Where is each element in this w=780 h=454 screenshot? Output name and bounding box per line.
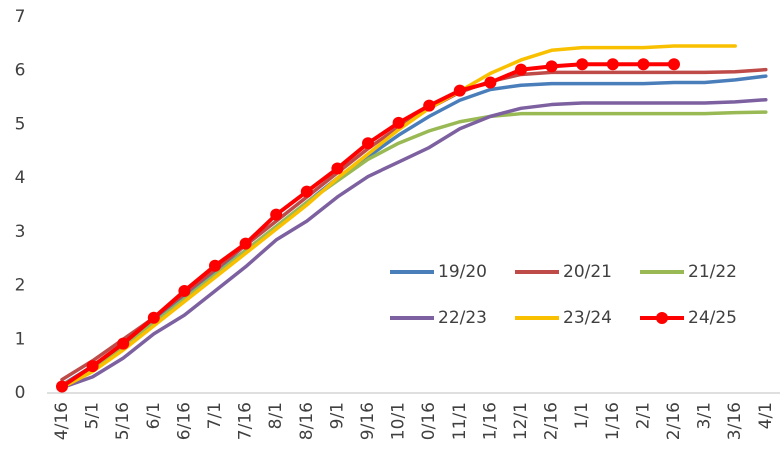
legend-label: 23/24 (563, 308, 612, 328)
y-tick-label: 3 (15, 222, 26, 242)
point (117, 337, 130, 350)
x-tick-label: 11/1 (450, 402, 470, 440)
x-tick-label: 2/1 (633, 402, 653, 429)
point (668, 58, 680, 71)
series-line (60, 44, 737, 390)
point (576, 58, 589, 71)
y-tick-label: 4 (15, 168, 26, 188)
legend-label: 20/21 (563, 262, 612, 282)
x-tick-label: 4/1 (756, 402, 776, 429)
y-tick-label: 0 (15, 383, 26, 403)
x-tick-label: 3/1 (695, 402, 715, 429)
legend-label: 21/22 (688, 262, 737, 282)
x-tick-label: 1/16 (480, 402, 500, 440)
legend-label: 24/25 (688, 308, 737, 328)
point (423, 99, 436, 112)
series-line (60, 97, 768, 390)
y-tick-label: 5 (15, 114, 26, 134)
x-tick-label: 9/1 (327, 402, 347, 429)
point (606, 58, 619, 71)
point (453, 84, 466, 97)
point (637, 58, 650, 71)
series-line (60, 110, 768, 387)
x-tick-label: 8/1 (266, 402, 286, 429)
point (56, 380, 68, 393)
x-tick-label: 6/1 (144, 402, 164, 429)
point (147, 311, 160, 324)
point (545, 60, 558, 73)
y-tick-label: 7 (15, 7, 26, 27)
point (209, 259, 221, 272)
x-tick-label: 5/16 (113, 402, 133, 440)
legend-marker (656, 312, 668, 324)
y-tick-label: 6 (15, 61, 26, 81)
x-tick-label: 1/1 (572, 402, 592, 429)
x-tick-label: 6/16 (174, 402, 194, 440)
x-tick-label: 8/16 (297, 402, 317, 440)
y-tick-label: 1 (15, 329, 26, 349)
legend-label: 22/23 (438, 308, 487, 328)
point (392, 116, 405, 129)
point (362, 137, 374, 150)
point (331, 162, 344, 175)
y-tick-label: 2 (15, 276, 26, 296)
x-tick-label: 7/1 (205, 402, 225, 429)
point (270, 208, 283, 221)
point (515, 63, 527, 76)
x-tick-label: 4/16 (52, 402, 72, 440)
x-tick-label: 7/16 (236, 402, 256, 440)
x-tick-label: 5/1 (83, 402, 103, 429)
x-tick-label: 0/16 (419, 402, 439, 440)
x-tick-label: 9/16 (358, 402, 378, 440)
x-tick-label: 10/1 (389, 402, 409, 440)
x-tick-label: 12/1 (511, 402, 531, 440)
series-line (60, 74, 768, 387)
x-tick-label: 2/16 (664, 402, 684, 440)
point (178, 284, 191, 297)
point (300, 185, 313, 198)
x-tick-label: 2/16 (542, 402, 562, 440)
point (239, 237, 252, 250)
point (86, 360, 99, 373)
point (484, 76, 497, 89)
x-tick-label: 1/16 (603, 402, 623, 440)
legend-label: 19/20 (438, 262, 487, 282)
x-tick-label: 3/16 (725, 402, 745, 440)
